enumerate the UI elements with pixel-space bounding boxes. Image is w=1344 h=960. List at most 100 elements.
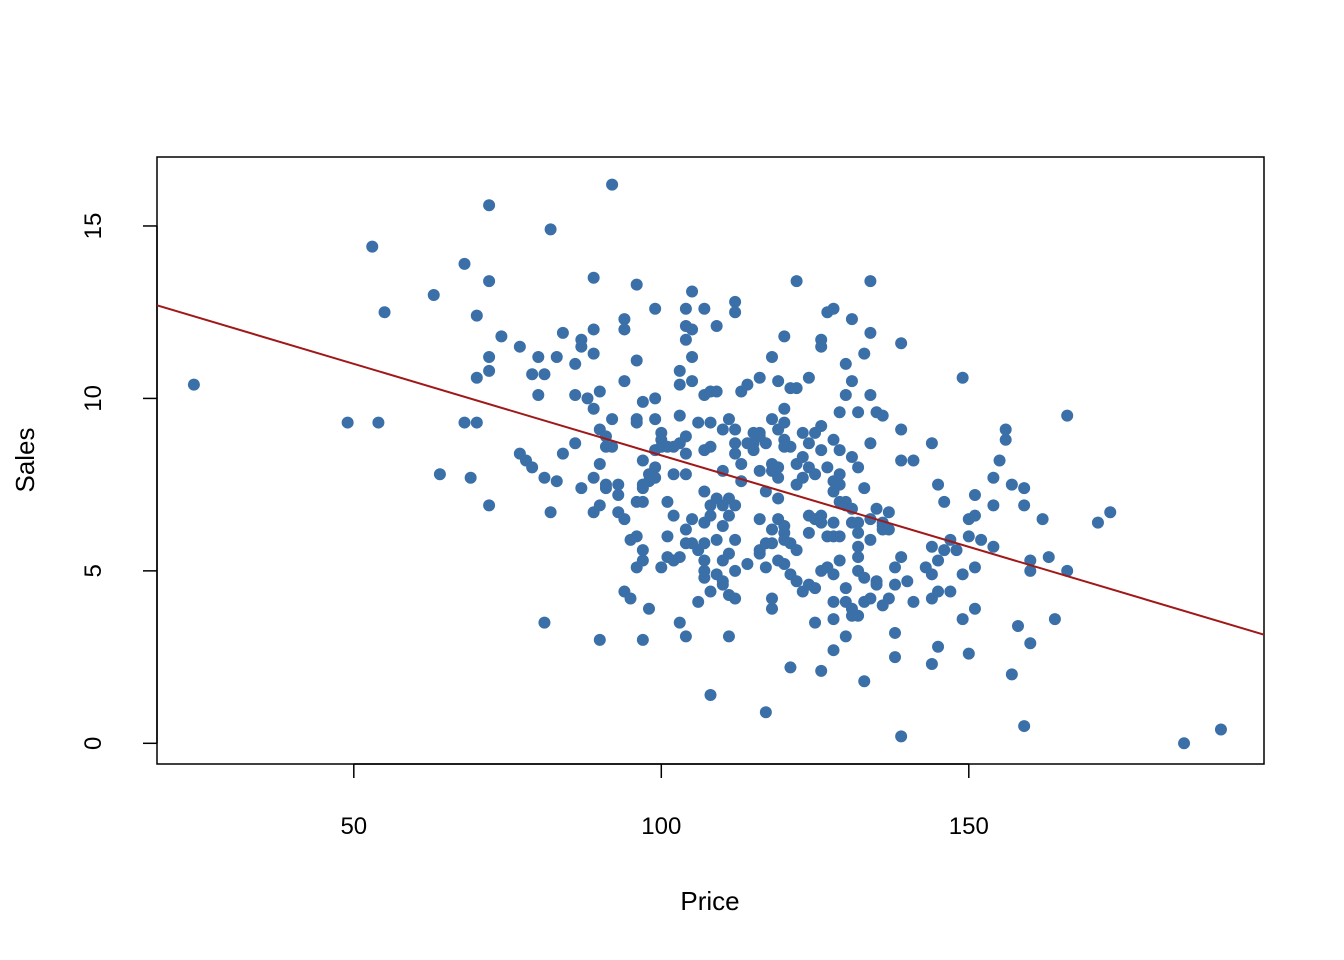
data-point [815,340,828,353]
data-point [889,561,901,574]
data-point [839,630,852,643]
data-point [858,482,871,495]
data-point [827,302,840,315]
data-point [729,533,742,546]
data-point [729,295,742,308]
data-point [692,416,705,429]
data-point [483,499,496,512]
data-point [636,454,649,467]
data-point [932,478,945,491]
data-point [636,495,649,508]
data-point [852,461,865,474]
data-point [686,323,699,336]
data-point [630,530,643,543]
data-point [1042,551,1055,564]
data-point [772,471,785,484]
data-point [470,416,483,429]
data-point [766,537,778,550]
data-point [796,426,809,439]
data-point [1012,620,1024,633]
data-point [852,406,865,419]
data-point [630,354,643,367]
data-point [698,485,711,498]
data-point [729,306,742,319]
data-point [889,651,901,664]
data-point [839,388,852,401]
data-point [772,375,785,388]
data-point [673,378,686,391]
data-point [575,482,588,495]
data-point [759,561,772,574]
data-point [630,278,643,291]
data-point [698,537,711,550]
data-point [741,557,754,570]
data-point [661,530,674,543]
data-point [938,544,951,557]
data-point [483,199,496,212]
data-point [999,423,1012,436]
data-point [532,388,545,401]
data-point [975,533,988,546]
data-point [187,378,200,391]
data-point [569,437,582,450]
data-point [372,416,385,429]
data-point [839,582,852,595]
data-point [962,647,975,660]
data-point [661,495,674,508]
data-point [759,706,772,719]
data-point [729,423,742,436]
data-point [710,533,723,546]
data-point [649,461,662,474]
data-point [925,540,938,553]
data-point [784,661,797,674]
data-point [569,388,582,401]
data-point [716,520,729,533]
data-point [809,468,822,481]
data-point [968,561,981,574]
data-point [932,554,945,567]
data-point [1036,513,1049,526]
data-point [618,513,631,526]
data-point [593,499,606,512]
y-axis: 0 5 10 15 [80,213,158,750]
data-point [870,578,883,591]
data-point [722,413,735,426]
data-point [999,433,1012,446]
data-point [526,461,539,474]
data-point [722,547,735,560]
data-point [526,368,539,381]
data-point [673,551,686,564]
data-point [704,416,717,429]
data-point [587,402,600,415]
data-point [606,440,619,453]
data-point [845,451,858,464]
data-point [1061,409,1074,422]
data-point [833,530,846,543]
data-point [852,540,865,553]
data-point [483,275,496,288]
data-point [649,413,662,426]
data-point [858,571,871,584]
data-point [667,509,680,522]
data-point [778,416,791,429]
data-point [907,454,920,467]
data-point [655,561,668,574]
data-point [882,506,895,519]
data-point [753,547,766,560]
data-point [606,413,619,426]
data-point [464,471,477,484]
data-point [968,602,981,615]
data-point [673,409,686,422]
data-point [827,595,840,608]
data-point [778,402,791,415]
data-point [833,406,846,419]
data-point [766,413,778,426]
data-point [679,302,692,315]
data-point [932,640,945,653]
data-point [956,371,969,384]
data-point [710,385,723,398]
data-point [827,644,840,657]
data-point [1005,478,1018,491]
data-point [987,499,1000,512]
data-point [698,302,711,315]
